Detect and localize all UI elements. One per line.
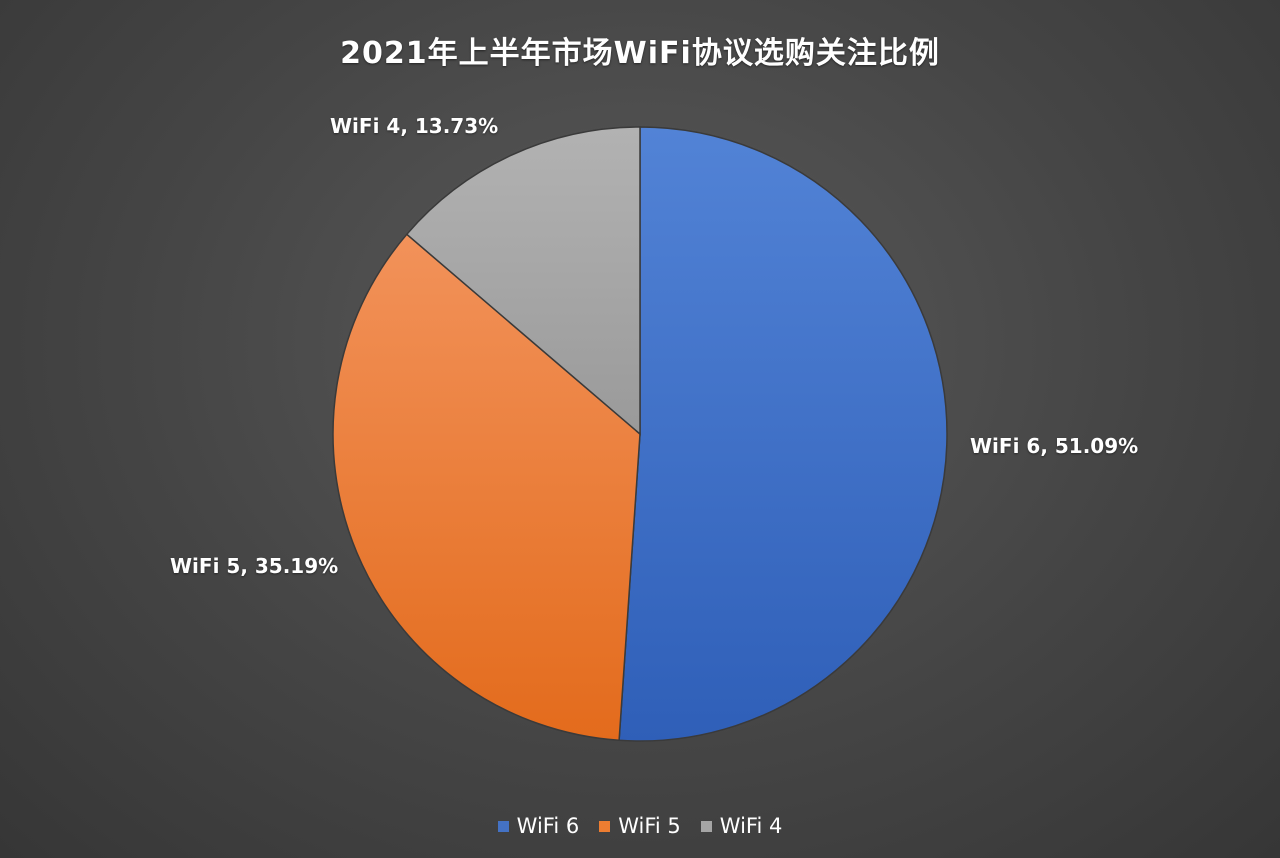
chart-title: 2021年上半年市场WiFi协议选购关注比例 (340, 36, 940, 71)
pie-slice-wifi-4 (405, 126, 641, 436)
legend-item-wifi-5: WiFi 5 (599, 814, 681, 838)
legend-swatch-wifi-5 (599, 820, 611, 832)
data-label-wifi-4: WiFi 4, 13.73% (330, 114, 499, 138)
legend-swatch-wifi-6 (497, 820, 509, 832)
legend-swatch-wifi-4 (700, 820, 712, 832)
pie-slice-wifi-6 (618, 126, 948, 742)
legend-item-wifi-4: WiFi 4 (700, 814, 783, 838)
legend-label-wifi-6: WiFi 6 (516, 814, 580, 838)
data-label-wifi-6: WiFi 6, 51.09% (970, 434, 1139, 458)
data-label-wifi-5: WiFi 5, 35.19% (170, 554, 339, 578)
legend-item-wifi-6: WiFi 6 (497, 814, 580, 838)
legend-label-wifi-5: WiFi 5 (618, 814, 681, 838)
legend: WiFi 6 WiFi 5 WiFi 4 (0, 814, 1280, 838)
pie-slice-wifi-5 (332, 233, 641, 742)
legend-label-wifi-4: WiFi 4 (719, 814, 783, 838)
